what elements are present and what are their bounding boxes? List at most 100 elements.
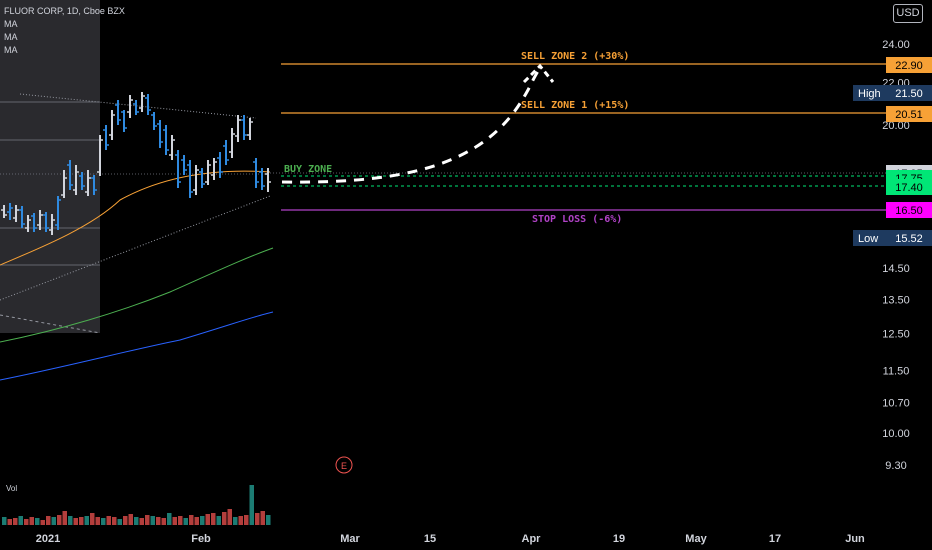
- price-tags: 22.90High21.5020.5117.9517.7517.4016.50L…: [853, 57, 932, 246]
- y-tick-label: 14.50: [882, 263, 910, 275]
- volume-bar: [24, 519, 29, 525]
- volume-bar: [227, 509, 232, 525]
- panel-level-lines: [0, 101, 270, 266]
- ma-long-line: [0, 311, 274, 381]
- y-tick-label: 10.70: [882, 398, 910, 410]
- projected-path: [281, 67, 542, 184]
- ma-indicator-1[interactable]: MA: [4, 19, 18, 29]
- price-tag-value: 17.40: [895, 182, 923, 194]
- price-tag-value: 21.50: [895, 88, 923, 100]
- price-tag-value: 15.52: [895, 233, 923, 245]
- price-tag-bg: [886, 106, 932, 122]
- volume-bar: [68, 516, 73, 525]
- volume-bars: [2, 485, 271, 525]
- x-tick-label: Apr: [522, 533, 542, 545]
- volume-bar: [13, 518, 18, 525]
- volume-bar: [134, 517, 139, 525]
- volume-bar: [161, 518, 166, 525]
- volume-bar: [244, 515, 249, 525]
- earnings-marker-circle[interactable]: [335, 456, 353, 474]
- currency-button[interactable]: USD: [893, 4, 923, 23]
- y-tick-label: 11.50: [883, 366, 910, 378]
- ma-indicator-3[interactable]: MA: [4, 45, 18, 55]
- volume-bar: [7, 519, 12, 525]
- earnings-marker-label: E: [341, 461, 347, 471]
- projected-arrow: [522, 63, 555, 84]
- price-tag-bg: [886, 179, 932, 195]
- volume-bar: [183, 518, 188, 525]
- volume-bar: [238, 516, 243, 525]
- volume-bar: [260, 511, 265, 525]
- y-tick-label: 13.50: [882, 295, 910, 307]
- price-tag-bg: [886, 202, 932, 218]
- price-tag-prefix: Low: [858, 233, 878, 245]
- x-tick-label: Jun: [845, 533, 865, 545]
- price-tag-value: 20.51: [895, 109, 923, 121]
- chart-legend: FLUOR CORP, 1D, Cboe BZX MA MA MA: [4, 5, 125, 57]
- support-trendline: [0, 195, 271, 301]
- price-tag-value-bg: [886, 85, 932, 101]
- lower-dashed-line: [0, 314, 101, 334]
- volume-bar: [117, 519, 122, 525]
- volume-bar: [101, 518, 106, 525]
- volume-bar: [57, 515, 62, 525]
- stop-loss-label: STOP LOSS (-6%): [532, 214, 622, 225]
- price-tag-value-bg: [886, 230, 932, 246]
- volume-bar: [194, 517, 199, 525]
- volume-bar: [29, 517, 34, 525]
- volume-bar: [35, 518, 40, 525]
- volume-bar: [222, 512, 227, 525]
- volume-bar: [2, 517, 7, 525]
- x-axis: 2021 Feb Mar 15 Apr 19 May 17 Jun: [36, 533, 865, 545]
- volume-bar: [46, 516, 51, 525]
- volume-bar: [205, 514, 210, 525]
- volume-bar: [216, 516, 221, 525]
- volume-bar: [167, 513, 172, 525]
- volume-label: Vol: [6, 484, 18, 493]
- volume-bar: [18, 516, 23, 525]
- sell-zone-2-label: SELL ZONE 2 (+30%): [521, 51, 629, 62]
- price-tag-bg: [886, 57, 932, 73]
- volume-bar: [51, 517, 56, 525]
- volume-bar: [211, 513, 216, 525]
- y-tick-label: 9.30: [885, 460, 906, 472]
- volume-bar: [233, 517, 238, 525]
- volume-bar: [62, 511, 67, 525]
- y-tick-label: 10.00: [882, 428, 910, 440]
- volume-bar: [266, 515, 271, 525]
- x-tick-label: 15: [424, 533, 436, 545]
- volume-bar: [178, 516, 183, 525]
- volume-bar: [40, 520, 45, 525]
- y-axis: 24.0022.0020.0014.5013.5012.5011.5010.70…: [882, 39, 910, 472]
- volume-bar: [123, 516, 128, 525]
- volume-bar: [106, 516, 111, 525]
- price-bars: [1, 92, 271, 235]
- x-tick-label: Mar: [340, 533, 360, 545]
- x-tick-label: Feb: [191, 533, 211, 545]
- ma-mid-line: [0, 247, 274, 343]
- y-tick-label: 24.00: [882, 39, 910, 51]
- x-tick-label: 17: [769, 533, 781, 545]
- volume-bar: [145, 515, 150, 525]
- price-tag-value: 22.90: [895, 60, 923, 72]
- volume-bar: [73, 518, 78, 525]
- ma-indicator-2[interactable]: MA: [4, 32, 18, 42]
- volume-bar: [79, 517, 84, 525]
- volume-bar: [200, 516, 205, 525]
- buy-zone-label: BUY ZONE: [284, 164, 332, 175]
- resistance-trendline: [19, 93, 257, 119]
- x-tick-label: May: [685, 533, 707, 545]
- volume-bar: [189, 515, 194, 525]
- volume-bar: [139, 518, 144, 525]
- price-tag-value: 16.50: [895, 205, 923, 217]
- volume-bar: [255, 513, 260, 525]
- volume-bar: [128, 514, 133, 525]
- symbol-title[interactable]: FLUOR CORP, 1D, Cboe BZX: [4, 6, 125, 16]
- y-tick-label: 20.00: [882, 120, 910, 132]
- x-tick-label: 2021: [36, 533, 60, 545]
- sell-zone-1-label: SELL ZONE 1 (+15%): [521, 100, 629, 111]
- price-tag-prefix: High: [858, 88, 881, 100]
- x-tick-label: 19: [613, 533, 625, 545]
- volume-bar: [249, 485, 254, 525]
